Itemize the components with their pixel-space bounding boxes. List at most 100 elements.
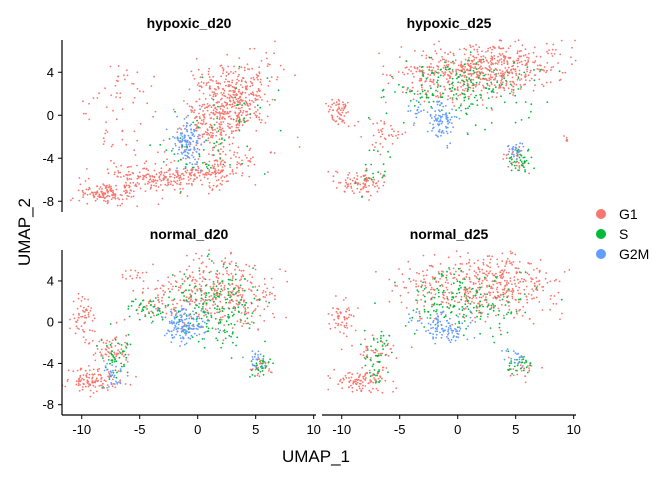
cell-point-s [490,81,493,84]
cell-point-s [211,260,213,262]
cell-point-g1 [180,305,183,307]
cell-point-g1 [378,187,380,190]
cell-point-g1 [441,285,444,287]
cell-point-g1 [361,381,364,383]
cell-point-g1 [511,291,514,294]
cell-point-s [239,284,242,287]
cell-point-g1 [92,354,95,356]
cell-point-g1 [130,178,133,181]
cell-point-s [127,305,130,308]
cell-point-s [479,300,481,303]
cell-point-s [112,371,115,374]
cell-point-g1 [188,296,191,299]
cell-point-g1 [373,178,375,181]
cell-point-g2m [460,109,462,112]
cell-point-g1 [336,115,339,118]
cell-point-g1 [183,322,186,324]
cell-point-s [243,117,246,120]
cell-point-g1 [511,80,514,83]
cell-point-g2m [183,118,186,120]
cell-point-g1 [515,72,517,75]
cell-point-g1 [248,288,250,290]
cell-point-g1 [232,290,234,292]
cell-point-g2m [119,370,122,373]
cell-point-g1 [132,83,135,85]
cell-point-g1 [460,295,463,298]
cell-point-g1 [372,181,375,184]
cell-point-g1 [142,174,145,177]
cell-point-g1 [400,301,403,304]
x-tick-label: -5 [394,422,406,437]
cell-point-s [164,304,167,307]
cell-point-s [451,81,454,84]
cell-point-g1 [102,196,105,199]
cell-point-s [114,358,116,361]
cell-point-s [228,334,231,337]
cell-point-g1 [224,314,226,317]
cell-point-s [488,285,491,288]
cell-point-s [151,311,154,314]
cell-point-g1 [474,85,477,88]
cell-point-g1 [474,282,477,285]
cell-point-g1 [226,174,228,177]
cell-point-g1 [232,173,235,175]
cell-point-g1 [456,86,459,89]
cell-point-s [508,364,511,367]
cell-point-s [131,300,133,303]
cell-point-g1 [224,153,227,156]
cell-point-s [213,142,216,145]
cell-point-g1 [129,275,132,278]
cell-point-g1 [514,298,517,301]
cell-point-g1 [88,369,91,372]
cell-point-g1 [243,312,246,314]
cell-point-g1 [221,142,223,144]
cell-point-g1 [510,68,513,71]
cell-point-g1 [488,85,491,87]
points [70,40,301,208]
cell-point-s [431,94,434,96]
cell-point-s [466,300,469,303]
cell-point-g1 [100,190,103,193]
cell-point-g1 [459,81,462,84]
cell-point-g1 [438,61,440,63]
cell-point-g1 [91,320,94,322]
cell-point-g2m [186,129,188,132]
cell-point-s [391,75,393,78]
cell-point-s [463,93,466,96]
cell-point-g2m [186,330,188,333]
cell-point-s [123,363,125,366]
cell-point-g1 [381,133,384,136]
cell-point-g1 [506,61,509,64]
cell-point-g2m [113,383,116,385]
cell-point-s [368,177,371,180]
cell-point-g1 [233,305,235,308]
cell-point-g1 [432,66,435,69]
cell-point-s [379,340,382,343]
cell-point-g1 [216,160,219,163]
cell-point-s [463,83,466,86]
cell-point-g1 [471,297,474,300]
cell-point-g1 [345,317,348,320]
cell-point-s [476,104,479,106]
x-tick-label: -10 [72,422,91,437]
cell-point-g2m [183,324,185,327]
cell-point-g1 [231,277,234,279]
cell-point-s [455,97,458,100]
cell-point-g1 [105,349,108,351]
cell-point-g2m [449,131,452,133]
cell-point-g1 [507,66,510,69]
cell-point-g1 [101,188,103,190]
cell-point-g1 [83,298,86,300]
cell-point-g1 [441,56,443,58]
cell-point-g1 [557,62,559,64]
cell-point-g1 [209,123,212,126]
cell-point-g2m [195,151,198,153]
cell-point-g1 [389,74,392,77]
cell-point-g1 [97,195,100,198]
cell-point-g1 [491,109,493,111]
cell-point-g1 [245,96,247,99]
cell-point-g1 [115,184,117,187]
cell-point-s [486,82,489,85]
cell-point-g1 [472,72,475,75]
cell-point-g1 [205,265,208,268]
